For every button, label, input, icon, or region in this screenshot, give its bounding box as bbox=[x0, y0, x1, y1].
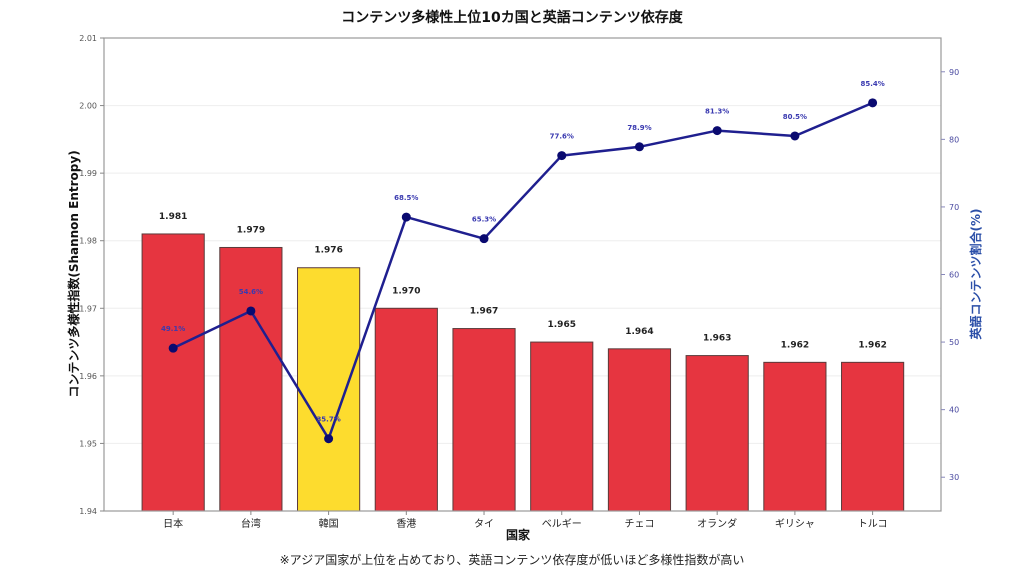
line-point-0 bbox=[168, 343, 178, 353]
x-tick-label: タイ bbox=[474, 518, 494, 530]
line-value-label: 65.3% bbox=[472, 216, 496, 224]
y2-tick-label: 40 bbox=[949, 406, 959, 415]
y-tick-label: 2.00 bbox=[79, 102, 97, 111]
line-value-label: 78.9% bbox=[627, 124, 651, 132]
bar-9 bbox=[841, 361, 905, 512]
bars bbox=[141, 233, 905, 512]
y-tick-label: 1.96 bbox=[79, 372, 97, 381]
bar-2 bbox=[297, 267, 361, 512]
line-segment bbox=[483, 154, 563, 240]
x-tick-label: 香港 bbox=[396, 518, 416, 530]
y2-axis-label: 英語コンテンツ割合(%) bbox=[968, 209, 983, 340]
bar-5 bbox=[530, 341, 594, 512]
line-value-label: 68.5% bbox=[394, 194, 418, 202]
bar-1 bbox=[219, 246, 283, 512]
x-axis-label: 国家 bbox=[506, 527, 531, 542]
line-value-label: 81.3% bbox=[705, 108, 729, 116]
line-segment bbox=[561, 145, 640, 157]
y-tick-label: 1.94 bbox=[79, 507, 97, 516]
left-axis-ticks: 1.94 1.95 1.96 1.97 1.98 1.99 2.00 2.01 bbox=[79, 34, 104, 516]
bar-value-label: 1.962 bbox=[781, 340, 809, 350]
line-segment bbox=[405, 215, 485, 240]
x-tick-label: オランダ bbox=[697, 517, 737, 530]
x-tick-label: 台湾 bbox=[241, 517, 261, 530]
line-value-label: 49.1% bbox=[161, 325, 185, 333]
bar-value-label: 1.979 bbox=[237, 225, 265, 235]
line-point-6 bbox=[634, 142, 644, 152]
line-point-5 bbox=[557, 151, 567, 161]
line-point-8 bbox=[790, 131, 800, 141]
line-point-3 bbox=[401, 212, 411, 222]
y-tick-label: 2.01 bbox=[79, 34, 97, 43]
bar-7 bbox=[685, 355, 749, 512]
line-segment bbox=[327, 216, 408, 440]
line-value-label: 54.6% bbox=[239, 288, 263, 296]
x-tick-label: ベルギー bbox=[542, 518, 582, 530]
y-tick-label: 1.99 bbox=[79, 169, 97, 178]
bar-value-label: 1.964 bbox=[625, 327, 653, 337]
bar-0 bbox=[141, 233, 205, 512]
line-point-1 bbox=[246, 306, 256, 316]
y2-tick-label: 70 bbox=[949, 203, 959, 212]
footnote: ※アジア国家が上位を占めており、英語コンテンツ依存度が低いほど多様性指数が高い bbox=[280, 552, 745, 567]
bar-4 bbox=[452, 328, 516, 512]
line-value-label: 80.5% bbox=[783, 113, 807, 121]
right-axis-ticks: 30 40 50 60 70 80 90 bbox=[941, 68, 959, 482]
y-tick-label: 1.97 bbox=[79, 304, 97, 313]
y2-tick-label: 60 bbox=[949, 271, 959, 280]
bar-value-label: 1.981 bbox=[159, 212, 187, 222]
y2-tick-label: 80 bbox=[949, 135, 959, 144]
bar-value-label: 1.962 bbox=[858, 340, 886, 350]
x-axis-ticks: 日本 台湾 韓国 香港 タイ ベルギー チェコ オランダ ギリシャ トルコ bbox=[163, 511, 888, 530]
x-tick-label: 日本 bbox=[163, 517, 183, 530]
bar-value-label: 1.963 bbox=[703, 334, 731, 344]
x-tick-label: チェコ bbox=[624, 518, 654, 530]
bar-value-label: 1.970 bbox=[392, 286, 420, 296]
line-value-label: 85.4% bbox=[860, 80, 884, 88]
y2-tick-label: 90 bbox=[949, 68, 959, 77]
x-tick-label: 韓国 bbox=[319, 518, 339, 530]
bar-value-label: 1.965 bbox=[548, 320, 576, 330]
line-segment bbox=[717, 129, 795, 138]
y-tick-label: 1.98 bbox=[79, 237, 97, 246]
x-tick-label: ギリシャ bbox=[775, 518, 815, 530]
line-point-7 bbox=[712, 126, 722, 136]
y2-tick-label: 50 bbox=[949, 338, 959, 347]
y2-tick-label: 30 bbox=[949, 473, 959, 482]
line-point-2 bbox=[324, 434, 334, 444]
line-segment bbox=[172, 309, 252, 350]
y-tick-label: 1.95 bbox=[79, 439, 97, 448]
line-segment bbox=[794, 101, 874, 138]
y-axis-label: コンテンツ多様性指数(Shannon Entropy) bbox=[66, 150, 81, 397]
bar-3 bbox=[374, 307, 438, 512]
chart-title: コンテンツ多様性上位10カ国と英語コンテンツ依存度 bbox=[341, 9, 683, 26]
line-segment bbox=[639, 129, 718, 149]
bar-value-label: 1.967 bbox=[470, 307, 498, 317]
bar-6 bbox=[607, 348, 672, 512]
line-series: 49.1% 54.6% 35.7% 68.5% 65.3% 77.6% 78.9% 81.3%… bbox=[161, 80, 885, 444]
line-segment bbox=[249, 310, 330, 440]
bar-value-label: 1.976 bbox=[314, 246, 342, 256]
x-tick-label: トルコ bbox=[858, 519, 888, 530]
line-point-9 bbox=[868, 98, 878, 108]
line-value-label: 77.6% bbox=[550, 133, 574, 141]
line-value-label: 35.7% bbox=[316, 416, 340, 424]
bar-8 bbox=[763, 361, 827, 512]
bar-labels: 1.981 1.979 1.976 1.970 1.967 1.965 1.964 1.963… bbox=[159, 212, 887, 350]
line-point-4 bbox=[479, 234, 489, 244]
